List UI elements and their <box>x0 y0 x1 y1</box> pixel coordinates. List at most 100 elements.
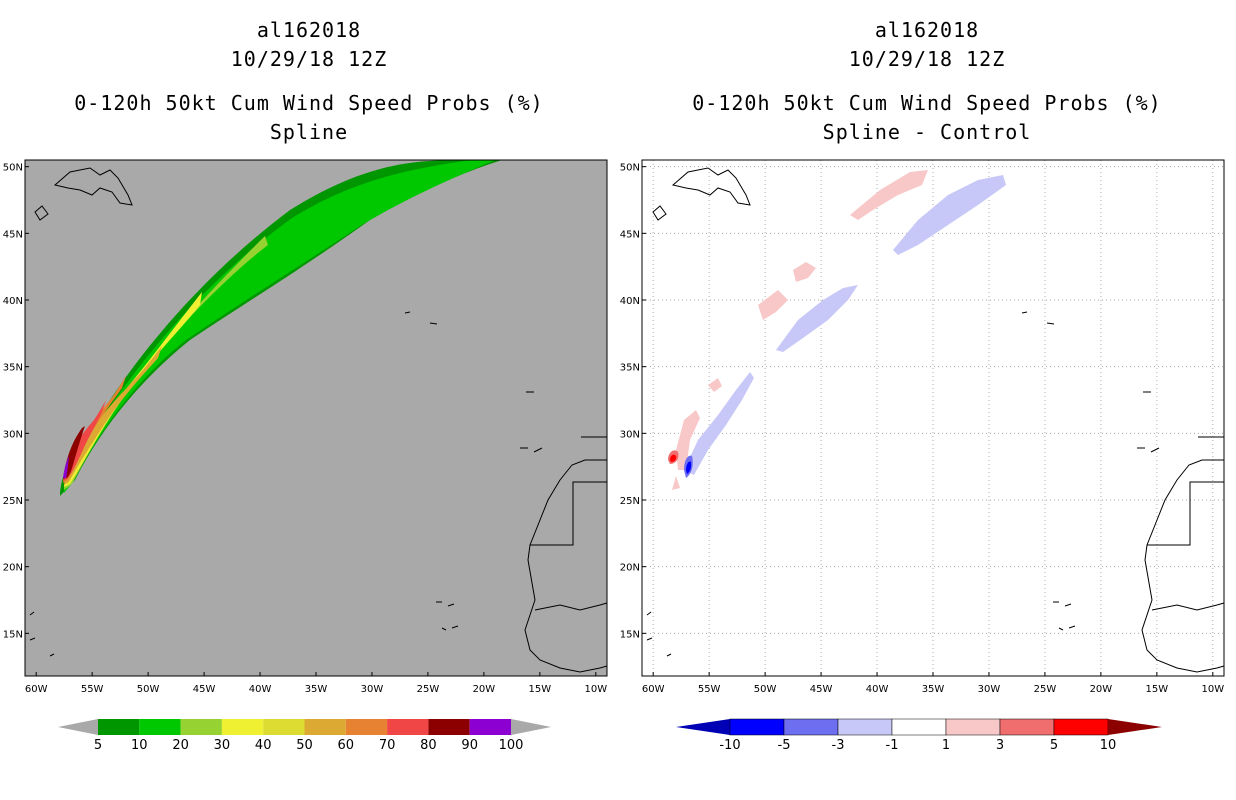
panel-spline-control: al162018 10/29/18 12Z 0-120h 50kt Cum Wi… <box>618 0 1236 800</box>
colorbar-segment <box>999 718 1055 736</box>
positive-patch <box>793 262 816 282</box>
colorbar-segment <box>180 719 222 735</box>
colorbar-segment <box>263 719 305 735</box>
positive-patch <box>708 378 722 392</box>
colorbar-label: -3 <box>832 738 845 753</box>
x-tick-label: 45W <box>193 684 216 695</box>
colorbar-segment <box>221 719 264 735</box>
x-tick-label: 50W <box>137 684 160 695</box>
x-tick-label: 40W <box>866 684 889 695</box>
x-tick-label: 60W <box>25 684 48 695</box>
colorbar: -10 -5 -3 -1 1 3 5 10 <box>676 718 1162 753</box>
panel-subtitle: Spline - Control <box>822 120 1032 144</box>
colorbar-segment <box>139 719 181 735</box>
panel-subtitle: Spline <box>269 120 349 144</box>
x-tick-label: 25W <box>417 684 440 695</box>
colorbar-segment <box>98 719 140 735</box>
y-tick-label: 20N <box>3 563 23 574</box>
x-tick-label: 45W <box>810 684 833 695</box>
colorbar-segment <box>387 719 429 735</box>
colorbar-label: 70 <box>379 738 396 753</box>
colorbar-label: 1 <box>942 738 950 753</box>
colorbar-label: -1 <box>886 738 899 753</box>
swath-40 <box>64 346 162 485</box>
x-tick-label: 20W <box>473 684 496 695</box>
panel-date: 10/29/18 12Z <box>230 47 388 71</box>
negative-patch <box>893 175 1006 255</box>
colorbar-label: 3 <box>996 738 1004 753</box>
x-tick-label: 30W <box>361 684 384 695</box>
y-tick-label: 45N <box>620 229 640 240</box>
colorbar-segment <box>945 718 1001 736</box>
map-background <box>642 160 1224 676</box>
y-tick-label: 35N <box>620 363 640 374</box>
left-map-svg: 60W 55W 50W 45W 40W 35W 30W 25W 20W 15W 10W 50N 45N… <box>3 159 608 753</box>
coastlines <box>646 167 1225 673</box>
coastlines <box>29 167 608 673</box>
positive-patch <box>850 170 928 220</box>
y-tick-label: 30N <box>3 429 23 440</box>
colorbar-label: 20 <box>172 738 189 753</box>
panel-description: 0-120h 50kt Cum Wind Speed Probs (%) <box>74 91 544 115</box>
probability-swath <box>60 160 502 496</box>
y-tick-label: 15N <box>3 629 23 640</box>
x-tick-label: 15W <box>529 684 552 695</box>
x-tick-label: 25W <box>1034 684 1057 695</box>
colorbar-label: 5 <box>1050 738 1058 753</box>
colorbar-right-arrow <box>511 719 551 735</box>
colorbar-segment <box>729 718 785 736</box>
panel-description: 0-120h 50kt Cum Wind Speed Probs (%) <box>692 91 1162 115</box>
y-tick-label: 50N <box>3 163 23 174</box>
colorbar-left-arrow <box>676 719 730 735</box>
positive-patch <box>676 410 700 470</box>
colorbar-segment <box>837 718 893 736</box>
colorbar-segment <box>1053 718 1109 736</box>
colorbar-segment <box>304 719 346 735</box>
positive-patch <box>758 290 788 320</box>
colorbar-label: 80 <box>420 738 437 753</box>
negative-core <box>686 461 692 474</box>
y-tick-label: 30N <box>620 429 640 440</box>
positive-core <box>670 454 677 462</box>
x-tick-label: 20W <box>1090 684 1113 695</box>
swath-100 <box>63 456 69 478</box>
negative-patch <box>776 285 858 352</box>
colorbar-segment <box>469 719 511 735</box>
colorbar-segment <box>345 719 388 735</box>
colorbar-segment <box>891 718 947 736</box>
y-tick-label: 15N <box>620 629 640 640</box>
colorbar-label: 50 <box>296 738 313 753</box>
colorbar-segment <box>783 718 839 736</box>
colorbar-label: 10 <box>1100 738 1117 753</box>
y-tick-label: 50N <box>620 163 640 174</box>
x-tick-label: 35W <box>922 684 945 695</box>
x-tick-label: 35W <box>305 684 328 695</box>
colorbar-label: 10 <box>131 738 148 753</box>
colorbar-label: 100 <box>499 738 524 753</box>
colorbar-segment <box>428 719 470 735</box>
colorbar-label: -10 <box>719 738 740 753</box>
panel-title: al162018 <box>874 18 980 42</box>
y-tick-label: 20N <box>620 563 640 574</box>
x-tick-label: 40W <box>249 684 272 695</box>
colorbar-left-arrow <box>58 719 98 735</box>
y-tick-label: 40N <box>3 296 23 307</box>
swath-30 <box>64 292 202 487</box>
colorbar-right-arrow <box>1108 719 1162 735</box>
difference-field <box>668 170 1006 490</box>
positive-patch <box>672 476 680 490</box>
y-tick-label: 35N <box>3 363 23 374</box>
negative-patch <box>684 372 754 475</box>
colorbar-label: -5 <box>778 738 791 753</box>
x-tick-label: 60W <box>642 684 665 695</box>
y-tick-label: 25N <box>3 496 23 507</box>
colorbar-label: 5 <box>94 738 102 753</box>
x-tick-label: 10W <box>584 684 607 695</box>
panel-spline: al162018 10/29/18 12Z 0-120h 50kt Cum Wi… <box>3 18 608 753</box>
panel-date: 10/29/18 12Z <box>848 47 1006 71</box>
colorbar: 5 10 20 30 40 50 60 70 80 90 100 <box>58 719 551 753</box>
x-tick-label: 55W <box>81 684 104 695</box>
y-tick-label: 40N <box>620 296 640 307</box>
x-tick-label: 55W <box>698 684 721 695</box>
x-tick-label: 15W <box>1146 684 1169 695</box>
